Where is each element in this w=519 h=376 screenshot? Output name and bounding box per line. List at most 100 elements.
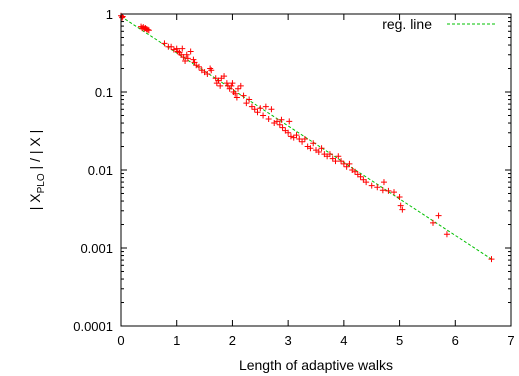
data-point bbox=[332, 158, 339, 165]
data-point bbox=[430, 219, 436, 226]
data-point bbox=[343, 163, 350, 170]
data-point bbox=[379, 187, 386, 194]
data-point bbox=[286, 118, 293, 125]
data-point bbox=[184, 55, 191, 62]
data-point bbox=[179, 45, 186, 52]
x-tick-label: 6 bbox=[452, 333, 459, 348]
data-point bbox=[335, 153, 342, 160]
data-point bbox=[196, 63, 202, 70]
data-points-group bbox=[118, 12, 495, 263]
data-point bbox=[310, 140, 317, 147]
data-point bbox=[229, 80, 236, 87]
data-point bbox=[243, 100, 250, 107]
y-tick-label: 0.001 bbox=[80, 241, 113, 256]
data-point bbox=[223, 80, 230, 87]
y-axis-label-suffix: | / | X | bbox=[27, 130, 43, 174]
x-axis-label: Length of adaptive walks bbox=[239, 357, 393, 373]
x-tick-label: 1 bbox=[173, 333, 180, 348]
data-point bbox=[435, 212, 442, 219]
data-point bbox=[488, 256, 495, 263]
data-point bbox=[208, 67, 215, 74]
data-point bbox=[391, 189, 397, 196]
data-point bbox=[301, 135, 308, 142]
y-tick-label: 0.0001 bbox=[73, 319, 113, 334]
data-point bbox=[240, 92, 247, 99]
data-point bbox=[170, 46, 177, 53]
data-point bbox=[233, 94, 240, 101]
data-point bbox=[119, 14, 126, 21]
y-tick-label: 0.01 bbox=[88, 163, 113, 178]
x-tick-label: 0 bbox=[117, 333, 124, 348]
data-point bbox=[173, 45, 180, 52]
x-tick-label: 2 bbox=[229, 333, 236, 348]
data-point bbox=[180, 54, 187, 61]
data-point bbox=[296, 135, 303, 142]
y-axis-label-subscript: PLO bbox=[36, 173, 47, 193]
data-point bbox=[399, 206, 406, 213]
data-point bbox=[161, 40, 168, 47]
data-point bbox=[380, 179, 387, 186]
legend: reg. line bbox=[382, 16, 497, 32]
data-point bbox=[299, 138, 306, 145]
data-point bbox=[145, 27, 152, 34]
data-point bbox=[274, 118, 280, 125]
data-point bbox=[168, 43, 175, 50]
data-point bbox=[144, 26, 151, 33]
regression-line-group bbox=[120, 16, 492, 260]
regression-line bbox=[120, 16, 492, 260]
data-point bbox=[338, 158, 345, 165]
data-point bbox=[228, 82, 235, 89]
data-point bbox=[262, 103, 269, 110]
data-point bbox=[397, 202, 404, 209]
data-point bbox=[248, 103, 255, 110]
data-point bbox=[190, 56, 197, 63]
data-point bbox=[187, 48, 194, 55]
data-point bbox=[290, 134, 297, 141]
data-point bbox=[363, 179, 370, 186]
x-tick-label: 7 bbox=[507, 333, 514, 348]
axes-group bbox=[120, 13, 512, 327]
data-point bbox=[254, 109, 261, 116]
x-tick-label: 5 bbox=[396, 333, 403, 348]
data-point bbox=[385, 187, 392, 194]
data-point bbox=[182, 57, 189, 64]
legend-label: reg. line bbox=[382, 16, 432, 32]
data-point bbox=[235, 85, 241, 92]
data-point bbox=[443, 231, 450, 238]
data-point bbox=[278, 116, 285, 123]
x-tick-label: 3 bbox=[285, 333, 292, 348]
data-point bbox=[251, 106, 258, 113]
plot-frame bbox=[120, 13, 512, 327]
data-point bbox=[285, 129, 292, 136]
data-point bbox=[265, 116, 272, 123]
data-point bbox=[268, 106, 275, 113]
y-axis-label-prefix: | X bbox=[27, 193, 43, 211]
data-point bbox=[204, 71, 211, 78]
data-point bbox=[287, 133, 294, 140]
data-point bbox=[357, 173, 364, 180]
data-point bbox=[315, 149, 322, 156]
data-point bbox=[221, 73, 228, 80]
data-point bbox=[217, 82, 224, 89]
data-point bbox=[293, 132, 300, 139]
data-point bbox=[318, 145, 325, 152]
data-point bbox=[329, 155, 336, 162]
tick-labels-group: 0 1 2 3 4 5 6 7 0.0001 0.001 0.01 0.1 1 bbox=[73, 7, 514, 348]
data-point bbox=[246, 96, 253, 103]
x-tick-label: 4 bbox=[340, 333, 347, 348]
data-point bbox=[276, 121, 283, 128]
data-point bbox=[368, 182, 375, 189]
y-tick-label: 0.1 bbox=[95, 85, 113, 100]
data-point bbox=[237, 82, 244, 89]
data-point bbox=[326, 151, 333, 158]
data-point bbox=[307, 145, 314, 152]
y-axis-label: | XPLO | / | X | bbox=[27, 130, 47, 210]
data-point bbox=[232, 90, 239, 97]
data-point bbox=[257, 105, 264, 112]
data-point bbox=[352, 168, 358, 175]
data-point bbox=[340, 160, 347, 167]
data-point bbox=[279, 124, 286, 131]
data-point bbox=[260, 112, 267, 119]
y-tick-label: 1 bbox=[106, 7, 113, 22]
